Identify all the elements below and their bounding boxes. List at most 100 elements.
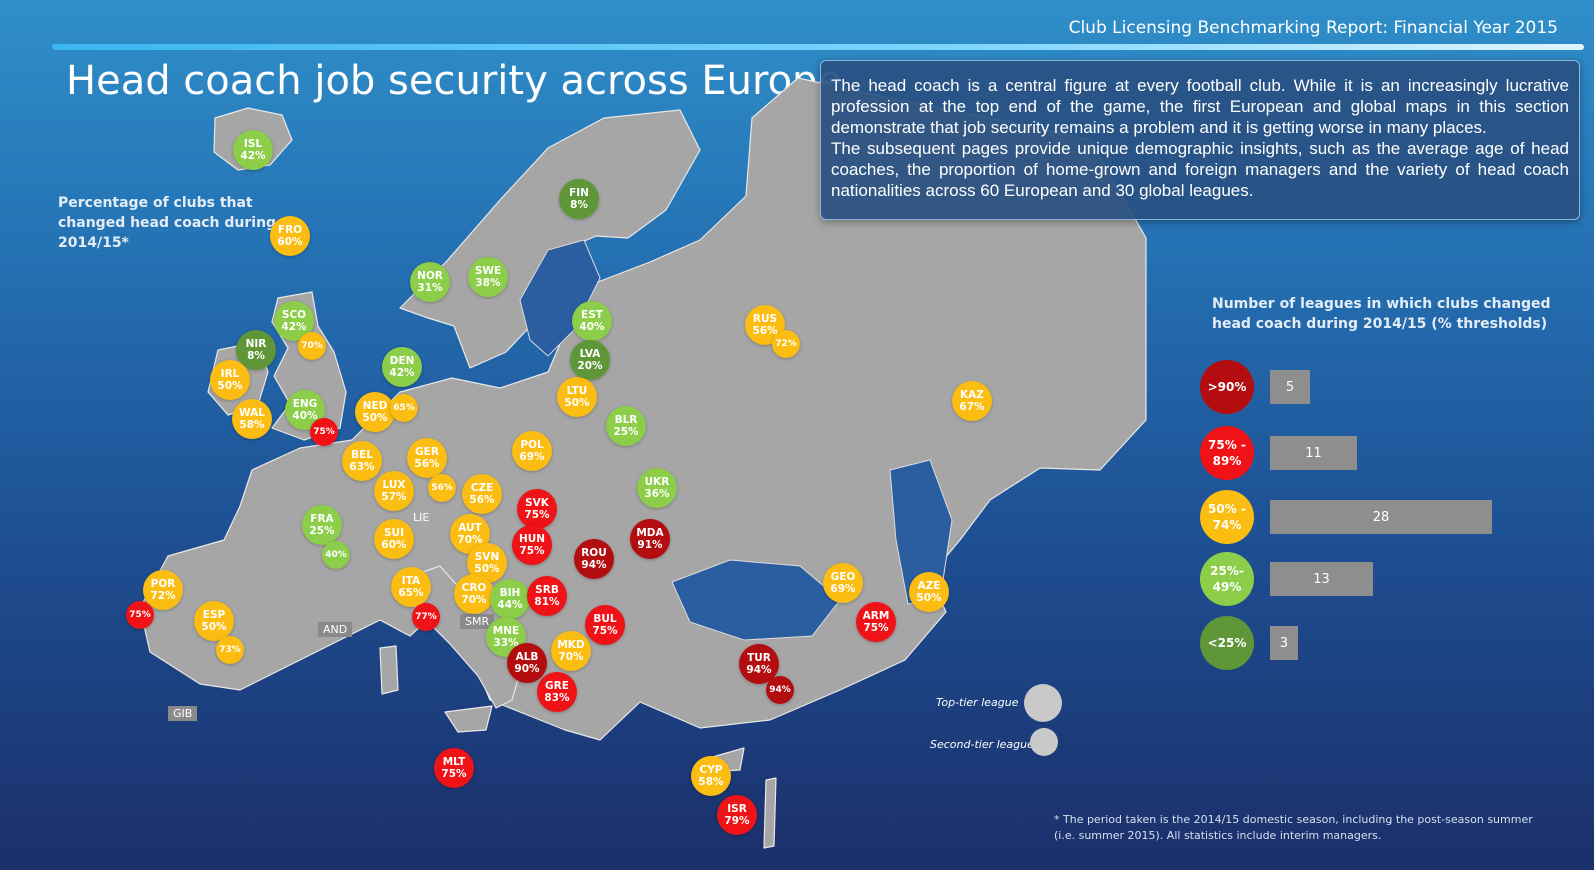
second-tier-bubble-ger: 56% — [428, 474, 456, 502]
bubble-cyp: CYP 58% — [691, 756, 731, 796]
bubble-code: AUT — [458, 521, 482, 534]
bubble-pct: 42% — [389, 367, 415, 379]
bubble-code: FIN — [569, 186, 589, 199]
bubble-est: EST 40% — [572, 301, 612, 341]
bubble-code: HUN — [518, 532, 546, 545]
bubble-svk: SVK 75% — [517, 489, 557, 529]
bubble-pct: 70% — [558, 651, 584, 663]
bubble-pct: 56% — [414, 458, 440, 470]
bubble-code: CYP — [699, 763, 723, 776]
bubble-code: GEO — [830, 570, 856, 583]
intro-paragraph-2: The subsequent pages provide unique demo… — [831, 139, 1569, 200]
bubble-code: EST — [581, 308, 603, 321]
bubble-code: NOR — [417, 269, 443, 282]
legend-title: Number of leagues in which clubs changed… — [1212, 296, 1551, 332]
bubble-rou: ROU 94% — [574, 539, 614, 579]
small-state-and: AND — [318, 622, 353, 637]
key-second-tier-label: Second-tier league — [930, 738, 1034, 751]
bubble-code: ROU — [581, 546, 607, 559]
bubble-ger: GER 56% — [407, 438, 447, 478]
bubble-code: RUS — [752, 312, 778, 325]
bubble-code: MLT — [442, 755, 466, 768]
legend-count-bar: 3 — [1270, 626, 1298, 660]
land-scandinavia — [399, 109, 701, 369]
report-title: Club Licensing Benchmarking Report: Fina… — [1068, 18, 1558, 38]
small-state-lie: LIE — [413, 511, 430, 524]
bubble-code: CZE — [470, 481, 494, 494]
bubble-mda: MDA 91% — [630, 519, 670, 559]
second-tier-bubble-ned: 65% — [390, 394, 418, 422]
bubble-pct: 56% — [469, 494, 495, 506]
bubble-lva: LVA 20% — [570, 340, 610, 380]
bubble-kaz: KAZ 67% — [952, 381, 992, 421]
legend-count-bar: 13 — [1270, 562, 1373, 596]
bubble-pct: 72% — [150, 590, 176, 602]
bubble-pct: 57% — [381, 491, 407, 503]
bubble-pct: 67% — [959, 401, 985, 413]
bubble-pct: 20% — [577, 360, 603, 372]
second-tier-bubble-rus: 72% — [772, 330, 800, 358]
bubble-rus: RUS 56% — [745, 305, 785, 345]
bubble-code: POL — [520, 438, 544, 451]
bubble-pct: 56% — [752, 325, 778, 337]
key-second-tier-dot — [1030, 728, 1058, 756]
bubble-pct: 40% — [579, 321, 605, 333]
bubble-eng: ENG 40% — [285, 390, 325, 430]
bubble-code: LVA — [579, 347, 601, 360]
bubble-code: ALB — [515, 650, 539, 663]
bubble-ned: NED 50% — [355, 392, 395, 432]
bubble-code: FRO — [277, 223, 303, 236]
bubble-por: POR 72% — [143, 570, 183, 610]
bubble-pct: 65% — [398, 587, 424, 599]
bubble-code: ISL — [243, 137, 263, 150]
bubble-code: BUL — [593, 612, 617, 625]
bubble-mkd: MKD 70% — [551, 631, 591, 671]
key-top-tier-label: Top-tier league — [936, 696, 1019, 709]
bubble-srb: SRB 81% — [527, 576, 567, 616]
bubble-pct: 63% — [349, 461, 375, 473]
land-sardinia — [379, 645, 399, 695]
bubble-pct: 81% — [534, 596, 560, 608]
bubble-pct: 83% — [544, 692, 570, 704]
bubble-pct: 75% — [592, 625, 618, 637]
bubble-code: GRE — [545, 679, 569, 692]
second-tier-bubble-fra: 40% — [322, 541, 350, 569]
bubble-code: AZE — [917, 579, 941, 592]
bubble-pct: 50% — [201, 621, 227, 633]
bubble-code: SVN — [474, 550, 500, 563]
bubble-nor: NOR 31% — [410, 262, 450, 302]
bubble-code: IRL — [220, 367, 240, 380]
bubble-pct: 60% — [277, 236, 303, 248]
bubble-pct: 90% — [514, 663, 540, 675]
legend-row: 25%- 49% 13 — [1200, 552, 1580, 608]
bubble-pct: 42% — [240, 150, 266, 162]
bubble-pct: 31% — [417, 282, 443, 294]
footnote: * The period taken is the 2014/15 domest… — [1054, 813, 1533, 842]
bubble-den: DEN 42% — [382, 347, 422, 387]
legend-row: <25% 3 — [1200, 616, 1580, 672]
bubble-pct: 94% — [581, 559, 607, 571]
bubble-code: ARM — [862, 609, 890, 622]
bubble-geo: GEO 69% — [823, 563, 863, 603]
bubble-pct: 69% — [519, 451, 545, 463]
bubble-pct: 58% — [698, 776, 724, 788]
bubble-pct: 75% — [524, 509, 550, 521]
bubble-fra: FRA 25% — [302, 505, 342, 545]
bubble-fin: FIN 8% — [559, 179, 599, 219]
bubble-code: KAZ — [960, 388, 984, 401]
bubble-pct: 94% — [746, 664, 772, 676]
bubble-esp: ESP 50% — [194, 601, 234, 641]
bubble-pct: 60% — [381, 539, 407, 551]
bubble-pct: 40% — [292, 410, 318, 422]
legend-swatch: <25% — [1200, 616, 1254, 670]
bubble-bih: BIH 44% — [490, 579, 530, 619]
bubble-code: POR — [150, 577, 176, 590]
second-tier-bubble-por: 75% — [126, 601, 154, 629]
bubble-pct: 79% — [724, 815, 750, 827]
bubble-pct: 36% — [644, 488, 670, 500]
bubble-code: SWE — [474, 264, 502, 277]
bubble-pol: POL 69% — [512, 431, 552, 471]
bubble-code: MDA — [636, 526, 664, 539]
bubble-pct: 50% — [564, 397, 590, 409]
sea-black-sea — [671, 559, 841, 641]
